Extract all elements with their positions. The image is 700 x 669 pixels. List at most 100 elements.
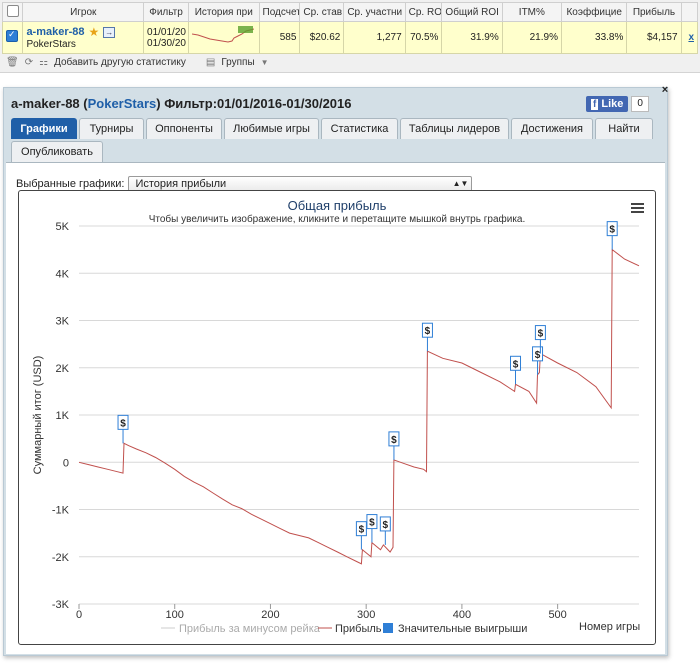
tab-graphs[interactable]: Графики [11,118,77,139]
player-link[interactable]: a-maker-88 [26,26,85,38]
header-history[interactable]: История при [188,2,260,22]
legend-rake-label: Прибыль за минусом рейка [179,623,321,635]
add-stat-button[interactable]: Добавить другую статистику [54,56,186,68]
table-row: a-maker-88 ★ → PokerStars 01/01/20 01/30… [1,21,699,54]
star-icon[interactable]: ★ [88,25,100,39]
legend-profit-label: Прибыль [335,623,382,635]
big-win-marker-label: $ [609,225,615,236]
stats-table: Игрок Фильтр История при Подсчет Ср. ста… [1,2,699,54]
filter-to: 01/30/20 [147,37,186,49]
chart-menu-icon[interactable] [631,203,644,213]
header-filter[interactable]: Фильтр [143,2,189,22]
stats-header-row: Игрок Фильтр История при Подсчет Ср. ста… [1,2,699,22]
big-win-marker [355,521,367,537]
graph-select-row: Выбранные графики: История прибыли ▲▼ [16,176,473,192]
tab-statistics[interactable]: Статистика [321,118,398,139]
big-win-marker [421,322,433,338]
big-win-marker-label: $ [359,525,365,536]
header-itm[interactable]: ITM% [501,2,562,22]
tab-search[interactable]: Найти [595,118,653,139]
select-arrows-icon: ▲▼ [452,179,469,188]
big-win-marker [510,355,522,371]
big-win-marker-label: $ [535,350,541,361]
x-axis-label: Номер игры [579,621,640,633]
x-tick-label: 0 [76,609,82,621]
row-checkbox-cell[interactable] [1,21,24,54]
header-avg-roi[interactable]: Ср. ROI [404,2,443,22]
header-select-all[interactable] [1,2,24,22]
header-player[interactable]: Игрок [22,2,145,22]
trash-icon[interactable]: 🗑 [6,56,19,68]
x-tick-label: 100 [166,609,184,621]
header-profit[interactable]: Прибыль [626,2,682,22]
graphs-tab-content: Выбранные графики: История прибыли ▲▼ Об… [6,162,665,654]
panel-title-site[interactable]: PokerStars [87,96,157,111]
history-sparkline-cell[interactable] [188,21,260,54]
row-checkbox[interactable] [6,29,18,42]
y-tick-label: -2K [52,552,70,564]
big-win-marker-label: $ [120,418,126,429]
big-win-marker-label: $ [425,326,431,337]
count-cell: 585 [258,21,301,54]
legend-big-wins-label: Значительные выигрыши [398,623,527,635]
close-icon[interactable]: × [661,84,669,96]
profit-chart[interactable]: Общая прибыль Чтобы увеличить изображение… [18,190,656,645]
header-remove [680,2,699,22]
coefficient-cell: 33.8% [560,21,628,54]
y-tick-label: 1K [56,410,70,422]
big-win-marker-label: $ [538,329,544,340]
panel-title-suffix: ) Фильтр:01/01/2016-01/30/2016 [156,96,352,111]
filter-from: 01/01/20 [147,26,186,38]
profit-series-line [78,248,640,565]
header-coefficient[interactable]: Коэффицие [560,2,628,22]
panel-title-prefix: a-maker-88 ( [11,96,88,111]
big-win-marker [606,221,618,237]
refresh-icon[interactable]: ⟳ [24,56,34,68]
export-icon[interactable]: → [103,26,116,38]
header-avg-stake[interactable]: Ср. став [299,2,345,22]
avg-stake-cell: $20.62 [299,21,345,54]
panel-title: a-maker-88 (PokerStars) Фильтр:01/01/201… [11,96,352,111]
header-total-roi[interactable]: Общий ROI [441,2,503,22]
header-avg-entrants[interactable]: Ср. участни [343,2,406,22]
y-tick-label: 0 [63,457,69,469]
big-win-marker-label: $ [369,518,375,529]
chevron-down-icon[interactable]: ▼ [260,57,269,67]
x-tick-label: 300 [357,609,375,621]
remove-row-button[interactable]: x [688,32,694,43]
y-tick-label: 3K [56,316,70,328]
y-tick-label: 4K [56,268,70,280]
tab-favorite-games[interactable]: Любимые игры [224,118,319,139]
total-roi-cell: 31.9% [441,21,503,54]
stats-toolbar: 🗑 ⟳ ⚏ Добавить другую статистику ▤ Групп… [6,54,269,70]
big-win-marker [532,346,544,362]
graph-select-label: Выбранные графики: [16,178,125,190]
x-tick-label: 200 [261,609,279,621]
y-axis-label: Суммарный итог (USD) [32,356,44,475]
y-tick-label: -3K [52,599,70,611]
select-all-checkbox[interactable] [6,4,19,17]
big-win-marker [117,414,129,430]
site-name: PokerStars [26,39,76,50]
header-count[interactable]: Подсчет [258,2,301,22]
chart-subtitle: Чтобы увеличить изображение, кликните и … [149,213,526,225]
big-win-marker [379,516,391,532]
chart-title: Общая прибыль [288,198,387,213]
tab-achievements[interactable]: Достижения [511,118,593,139]
tab-opponents[interactable]: Оппоненты [146,118,222,139]
tab-leaderboards[interactable]: Таблицы лидеров [400,118,509,139]
big-win-marker [388,431,400,447]
tab-publish[interactable]: Опубликовать [11,141,103,162]
itm-cell: 21.9% [501,21,562,54]
big-win-marker [366,514,378,530]
facebook-like-button[interactable]: f Like [586,96,629,112]
avg-roi-cell: 70.5% [404,21,443,54]
facebook-like[interactable]: f Like 0 [586,96,649,112]
facebook-icon: f [591,99,599,110]
tab-tournaments[interactable]: Турниры [79,118,144,139]
remove-cell: x [680,21,699,54]
avg-entrants-cell: 1,277 [343,21,406,54]
big-win-marker-label: $ [383,520,389,531]
groups-dropdown[interactable]: Группы [221,56,255,68]
